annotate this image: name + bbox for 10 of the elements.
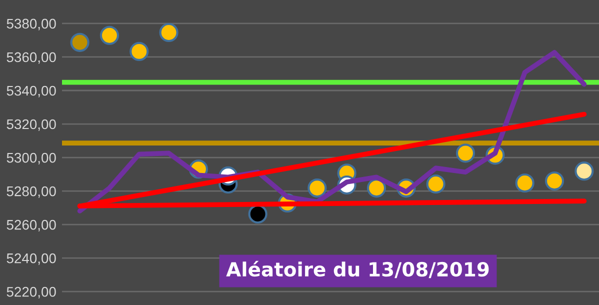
y-tick-label: 5320,00 xyxy=(6,119,56,131)
y-tick-label: 5300,00 xyxy=(6,152,56,164)
y-tick-label: 5360,00 xyxy=(6,52,56,64)
y-tick-label: 5220,00 xyxy=(6,286,56,298)
y-tick-label: 5340,00 xyxy=(6,86,56,98)
text: Aléatoire du 13/08/2019 xyxy=(226,260,489,278)
y-tick-label: 5240,00 xyxy=(6,253,56,265)
y-tick-label: 5260,00 xyxy=(6,220,56,232)
y-tick-label: 5380,00 xyxy=(6,18,56,30)
y-tick-label: 5280,00 xyxy=(6,186,56,198)
